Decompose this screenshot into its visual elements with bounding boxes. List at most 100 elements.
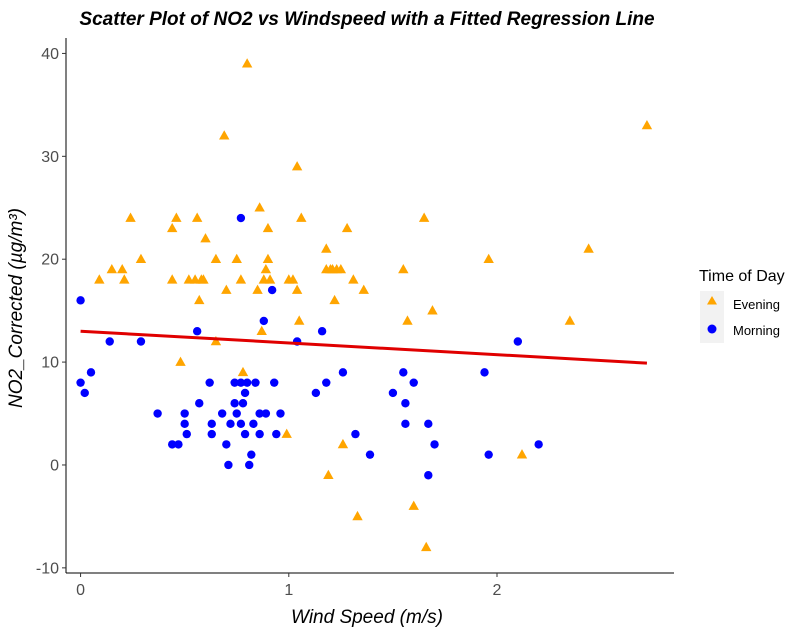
- data-point-morning: [317, 327, 327, 336]
- data-point-morning: [365, 450, 375, 459]
- points-layer: [76, 58, 653, 552]
- data-point-morning: [247, 450, 256, 459]
- data-point-evening: [352, 510, 363, 521]
- data-point-evening: [341, 222, 353, 233]
- y-tick-label: 10: [41, 355, 59, 372]
- data-point-evening: [175, 356, 186, 366]
- data-point-morning: [240, 429, 250, 439]
- x-tick-label: 2: [493, 582, 502, 599]
- data-point-morning: [311, 388, 321, 398]
- data-point-evening: [427, 305, 438, 315]
- data-point-morning: [236, 213, 246, 223]
- legend-key-morning-circle: [707, 324, 717, 334]
- data-point-morning: [195, 399, 204, 408]
- data-point-morning: [322, 378, 331, 387]
- y-tick-label: 30: [41, 149, 59, 166]
- data-point-morning: [245, 460, 254, 470]
- data-point-morning: [230, 378, 239, 387]
- data-point-morning: [534, 440, 543, 449]
- data-point-morning: [236, 378, 246, 387]
- data-point-morning: [180, 419, 189, 429]
- data-point-morning: [192, 327, 202, 336]
- regression-line: [80, 329, 648, 365]
- data-point-morning: [259, 316, 269, 326]
- data-point-morning: [240, 388, 250, 398]
- x-tick-label: 1: [284, 582, 293, 599]
- data-point-evening: [171, 212, 182, 222]
- data-point-morning: [217, 409, 227, 418]
- data-point-evening: [641, 119, 653, 130]
- data-point-evening: [191, 212, 203, 222]
- data-point-morning: [238, 399, 248, 408]
- data-point-evening: [231, 253, 242, 264]
- data-point-evening: [94, 274, 105, 284]
- data-point-morning: [76, 296, 85, 305]
- y-tick-label: 40: [41, 46, 59, 63]
- data-point-evening: [294, 315, 305, 325]
- data-point-evening: [117, 263, 128, 274]
- data-point-morning: [80, 388, 89, 398]
- data-point-morning: [242, 378, 252, 387]
- data-point-evening: [291, 161, 303, 171]
- data-point-morning: [424, 471, 433, 480]
- data-point-morning: [180, 409, 189, 418]
- data-point-morning: [255, 409, 264, 418]
- data-point-morning: [338, 368, 348, 377]
- y-axis-ticks: -10 0 10 20 30 40: [36, 46, 66, 577]
- data-point-evening: [254, 202, 265, 212]
- data-point-morning: [401, 399, 410, 408]
- data-point-evening: [398, 263, 409, 274]
- data-point-evening: [166, 222, 178, 233]
- data-point-evening: [421, 541, 432, 552]
- data-point-morning: [249, 419, 258, 429]
- data-point-evening: [348, 274, 359, 284]
- data-point-morning: [513, 337, 523, 346]
- data-point-evening: [418, 212, 430, 222]
- data-point-evening: [281, 428, 292, 438]
- data-point-evening: [262, 253, 274, 264]
- data-point-morning: [182, 429, 191, 439]
- data-point-morning: [388, 388, 398, 398]
- data-point-morning: [270, 378, 279, 387]
- data-point-evening: [125, 212, 136, 222]
- y-tick-label: 20: [41, 252, 59, 269]
- plot-area: [76, 58, 653, 552]
- data-point-evening: [583, 243, 594, 253]
- data-point-morning: [401, 419, 410, 429]
- data-point-morning: [232, 409, 241, 418]
- data-point-evening: [198, 274, 209, 284]
- data-point-morning: [272, 429, 281, 439]
- data-point-morning: [207, 429, 216, 439]
- data-point-evening: [210, 336, 222, 346]
- data-point-morning: [86, 368, 96, 377]
- data-point-morning: [76, 378, 85, 387]
- data-point-morning: [261, 409, 271, 418]
- data-point-evening: [256, 325, 267, 336]
- data-point-evening: [200, 233, 211, 243]
- data-point-evening: [264, 274, 276, 284]
- data-point-morning: [205, 378, 214, 387]
- chart-title: Scatter Plot of NO2 vs Windspeed with a …: [79, 9, 655, 30]
- data-point-evening: [335, 263, 347, 274]
- data-point-morning: [430, 440, 439, 449]
- data-point-evening: [166, 274, 178, 284]
- data-point-evening: [291, 284, 303, 294]
- legend-label-morning: Morning: [733, 323, 780, 338]
- x-axis-title: Wind Speed (m/s): [291, 607, 443, 628]
- data-point-evening: [210, 253, 222, 264]
- x-tick-label: 0: [76, 582, 85, 599]
- data-point-morning: [424, 419, 433, 429]
- data-point-morning: [230, 399, 239, 408]
- data-point-evening: [252, 284, 263, 294]
- data-point-morning: [255, 429, 264, 439]
- data-point-evening: [516, 449, 528, 459]
- data-point-evening: [260, 263, 272, 274]
- data-point-evening: [564, 315, 576, 325]
- data-point-morning: [222, 440, 231, 449]
- data-point-evening: [237, 366, 249, 377]
- data-point-morning: [174, 440, 183, 449]
- data-point-morning: [267, 285, 277, 295]
- data-point-evening: [483, 253, 494, 264]
- data-point-evening: [402, 315, 413, 325]
- data-point-evening: [235, 274, 247, 284]
